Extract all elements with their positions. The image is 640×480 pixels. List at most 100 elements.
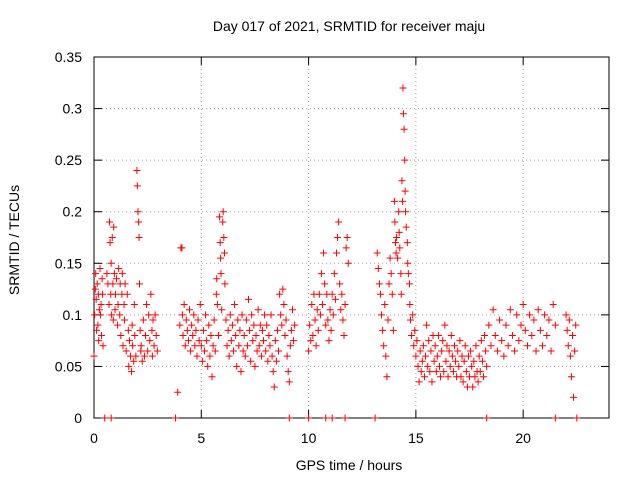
data-point [415, 378, 423, 386]
data-point [443, 342, 451, 350]
data-point [245, 295, 252, 303]
data-point [405, 280, 413, 288]
data-point [231, 301, 239, 309]
data-point [260, 337, 268, 345]
data-point [322, 414, 330, 422]
data-point [174, 388, 182, 396]
data-point [197, 342, 205, 350]
data-point [566, 352, 574, 360]
data-point [523, 342, 531, 350]
data-point [483, 362, 491, 370]
data-point [223, 342, 231, 350]
data-point [198, 357, 206, 365]
y-axis-label: SRMTID / TECUs [6, 185, 22, 295]
data-point [471, 373, 479, 381]
data-point [434, 331, 442, 339]
data-point [129, 342, 137, 350]
data-point [536, 326, 544, 334]
data-point [191, 342, 199, 350]
y-tick-label: 0.15 [55, 255, 82, 271]
data-point [178, 311, 186, 319]
data-point [187, 347, 195, 355]
data-point [206, 352, 214, 360]
data-point [227, 337, 235, 345]
data-point [342, 244, 350, 252]
data-point [448, 352, 456, 360]
data-point [219, 218, 227, 226]
data-point [229, 347, 237, 355]
data-point [263, 321, 271, 329]
data-point [418, 357, 426, 365]
data-point [479, 373, 487, 381]
data-point [464, 352, 472, 360]
data-point [253, 347, 261, 355]
data-point [461, 342, 469, 350]
data-point [513, 311, 521, 319]
data-point [108, 234, 116, 241]
data-point [328, 290, 336, 298]
y-tick-label: 0.2 [63, 204, 83, 220]
data-point [96, 311, 104, 319]
data-point [291, 321, 299, 329]
data-point [125, 337, 133, 345]
data-point [402, 223, 410, 231]
data-point [338, 290, 346, 298]
data-point [241, 352, 249, 360]
data-point [176, 321, 184, 329]
data-point [221, 280, 229, 288]
data-point [511, 347, 519, 355]
data-point [408, 331, 416, 339]
data-point [135, 234, 143, 241]
data-point [95, 306, 103, 314]
data-point [423, 321, 431, 329]
data-point [394, 254, 402, 262]
data-point [115, 264, 123, 272]
data-point [521, 326, 529, 334]
data-point [225, 352, 233, 360]
data-point [335, 218, 343, 226]
data-point [392, 249, 400, 257]
data-point [95, 337, 103, 345]
data-point [254, 306, 262, 314]
data-point [573, 414, 581, 422]
data-point [399, 84, 407, 92]
data-point [138, 357, 146, 365]
data-point [105, 218, 113, 226]
data-point [336, 280, 344, 288]
data-point [419, 342, 427, 350]
data-point [337, 306, 345, 314]
data-point [428, 378, 436, 386]
data-point [224, 326, 232, 334]
data-point [103, 270, 111, 278]
data-point [246, 326, 254, 334]
data-point [519, 301, 527, 309]
data-point [541, 311, 549, 319]
data-point [441, 321, 449, 329]
data-point [232, 331, 240, 339]
data-point [101, 414, 109, 422]
data-point [375, 280, 383, 288]
data-point [125, 362, 133, 370]
data-point [110, 270, 118, 278]
data-point [332, 249, 340, 257]
data-point [94, 321, 102, 329]
data-point [458, 352, 466, 360]
data-point [387, 270, 395, 278]
y-tick-label: 0.3 [63, 101, 83, 117]
data-point [391, 239, 399, 247]
data-point [472, 342, 480, 350]
data-point [237, 368, 245, 376]
data-point [316, 311, 324, 319]
data-point [217, 270, 225, 278]
data-point [249, 337, 257, 345]
data-point [181, 342, 189, 350]
data-point [317, 270, 325, 278]
data-point [483, 414, 491, 422]
data-point [396, 244, 404, 252]
data-point [220, 234, 228, 241]
data-point [109, 316, 117, 324]
data-point [329, 311, 337, 319]
data-point [530, 316, 538, 324]
data-point [572, 321, 580, 329]
data-point [210, 316, 218, 324]
